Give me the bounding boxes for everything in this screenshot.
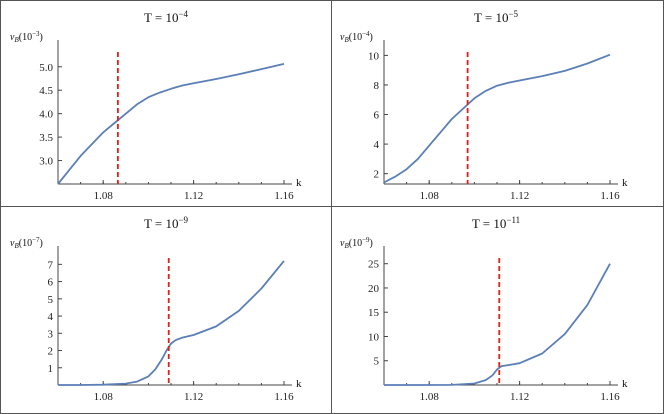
x-axis-label: k: [296, 378, 302, 390]
chart-title-exponent: −4: [178, 9, 188, 19]
y-tick-label: 5: [374, 356, 380, 368]
y-axis-label-close: ): [370, 238, 373, 249]
y-tick-label: 2: [48, 346, 54, 358]
y-tick-label: 5.0: [39, 62, 53, 74]
x-axis-label: k: [622, 177, 628, 189]
y-tick-label: 8: [374, 80, 380, 92]
y-tick-label: 4.5: [39, 85, 53, 97]
x-tick-label: 1.08: [94, 190, 114, 202]
x-tick-label: 1.16: [274, 190, 294, 202]
y-tick-label: 10: [368, 50, 380, 62]
y-tick-label: 4: [48, 311, 54, 323]
y-axis-label-v: v: [10, 32, 15, 43]
x-tick-label: 1.16: [600, 190, 620, 202]
y-axis-label-paren: (10: [349, 32, 362, 43]
chart-panel-t-1e-9: T = 10−9 vB(10−7) k 1.08 1.12 1.16 1 2 3 4 5 6 7: [10, 215, 302, 403]
y-axis-label-paren: (10: [19, 32, 32, 43]
y-axis-label-exponent: −9: [362, 236, 370, 244]
y-axis-label: vB(10−4): [340, 30, 373, 44]
x-tick-label: 1.08: [94, 391, 114, 403]
chart-title: T = 10−11: [472, 215, 520, 231]
y-axis-label: vB(10−9): [340, 236, 373, 250]
y-axis-label: vB(10−7): [10, 236, 43, 250]
y-axis-label-close: ): [40, 32, 43, 43]
y-axis-label-subscript: B: [14, 242, 19, 250]
series-line: [384, 263, 611, 386]
y-tick-label: 3.5: [39, 132, 53, 144]
series-line: [57, 63, 285, 185]
y-axis-label: vB(10−3): [10, 30, 43, 44]
y-axis-label-subscript: B: [14, 36, 19, 44]
chart-title-base: T = 10: [472, 216, 507, 231]
y-axis-label-v: v: [340, 238, 345, 249]
chart-panel-t-1e-4: T = 10−4 vB(10−3) k 1.08 1.12 1.16 3.0 3.5 4.0 4.…: [10, 9, 302, 202]
x-tick-label: 1.12: [184, 391, 203, 403]
y-axis-label-subscript: B: [344, 242, 349, 250]
y-tick-label: 6: [374, 110, 380, 122]
y-axis-label-exponent: −3: [32, 30, 40, 38]
y-axis-label-v: v: [340, 32, 345, 43]
chart-title-exponent: −9: [178, 215, 188, 225]
y-tick-label: 20: [368, 283, 380, 295]
y-tick-label: 2: [374, 169, 380, 181]
panel-frame-bottom-left: [0, 206, 332, 414]
chart-panel-t-1e-11: T = 10−11 vB(10−9) k 1.08 1.12 1.16 5 10 15 20 25: [340, 215, 628, 403]
y-tick-label: 7: [48, 259, 54, 271]
x-tick-label: 1.12: [184, 190, 203, 202]
y-axis-label-paren: (10: [19, 238, 32, 249]
chart-title-exponent: −11: [506, 215, 520, 225]
x-tick-label: 1.12: [510, 391, 529, 403]
chart-title-base: T = 10: [144, 10, 179, 25]
panel-frame-top-left: [0, 0, 332, 207]
x-tick-label: 1.08: [420, 391, 440, 403]
y-tick-label: 5: [48, 294, 54, 306]
x-tick-label: 1.16: [274, 391, 294, 403]
panel-frame-bottom-right: [331, 206, 664, 414]
y-axis-label-close: ): [370, 32, 373, 43]
y-axis-label-exponent: −4: [362, 30, 370, 38]
x-tick-label: 1.12: [510, 190, 529, 202]
y-axis-label-v: v: [10, 238, 15, 249]
chart-title-base: T = 10: [474, 10, 509, 25]
chart-title: T = 10−9: [144, 215, 189, 231]
chart-title-base: T = 10: [144, 216, 179, 231]
x-tick-label: 1.08: [420, 190, 440, 202]
chart-panel-t-1e-5: T = 10−5 vB(10−4) k 1.08 1.12 1.16 2 4 6 8 10: [340, 9, 628, 202]
y-tick-label: 1: [48, 363, 54, 375]
y-tick-label: 4.0: [39, 109, 53, 121]
series-line: [383, 53, 611, 184]
panel-frame-top-right: [331, 0, 664, 207]
y-tick-label: 4: [374, 139, 380, 151]
x-tick-label: 1.16: [600, 391, 620, 403]
y-tick-label: 25: [368, 259, 380, 271]
series-line: [58, 260, 285, 386]
chart-title: T = 10−4: [144, 9, 189, 25]
x-axis-label: k: [622, 378, 628, 390]
y-axis-label-exponent: −7: [32, 236, 40, 244]
y-axis-label-close: ): [40, 238, 43, 249]
y-tick-label: 6: [48, 277, 54, 289]
y-axis-label-paren: (10: [349, 238, 362, 249]
x-axis-label: k: [296, 177, 302, 189]
chart-title-exponent: −5: [508, 9, 518, 19]
y-tick-label: 10: [368, 331, 380, 343]
y-tick-label: 3.0: [39, 156, 53, 168]
y-axis-label-subscript: B: [344, 36, 349, 44]
y-tick-label: 15: [368, 307, 380, 319]
chart-title: T = 10−5: [474, 9, 519, 25]
y-tick-label: 3: [48, 328, 54, 340]
